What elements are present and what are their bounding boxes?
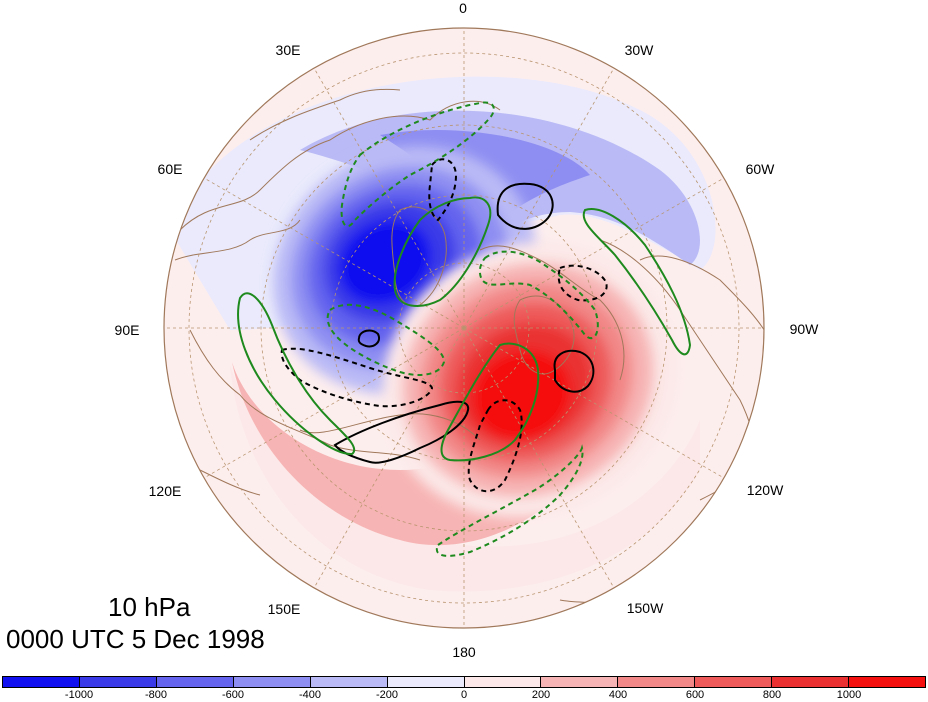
high-center bbox=[473, 349, 571, 441]
lon-label-30w: 30W bbox=[624, 42, 654, 58]
anomaly-shading bbox=[164, 28, 764, 628]
colorbar-box bbox=[387, 677, 465, 687]
lon-label-0: 0 bbox=[459, 0, 467, 16]
green-solid-contours bbox=[237, 196, 692, 462]
lon-label-30e: 30E bbox=[275, 42, 301, 58]
lon-label-180: 180 bbox=[452, 644, 476, 660]
colorbar-box bbox=[618, 677, 696, 687]
colorbar-box bbox=[3, 677, 80, 687]
colorbar-label: 200 bbox=[531, 689, 551, 701]
green-dashed-contours bbox=[326, 101, 599, 557]
lon-label-90w: 90W bbox=[789, 321, 819, 337]
lon-label-60e: 60E bbox=[157, 161, 183, 177]
map-level-title: 10 hPa bbox=[108, 592, 191, 622]
colorbar-label: 600 bbox=[685, 689, 705, 701]
colorbar-label: 1000 bbox=[836, 689, 862, 701]
colorbar-box bbox=[464, 677, 542, 687]
colorbar-label: -600 bbox=[221, 689, 245, 701]
colorbar bbox=[2, 676, 926, 688]
lon-label-120e: 120E bbox=[148, 483, 182, 499]
colorbar-box bbox=[156, 677, 234, 687]
colorbar-label: 800 bbox=[762, 689, 782, 701]
black-solid-contours bbox=[333, 182, 595, 464]
lon-label-120w: 120W bbox=[746, 482, 784, 498]
map-border bbox=[163, 27, 765, 629]
colorbar-label: -200 bbox=[375, 689, 399, 701]
colorbar-box bbox=[233, 677, 311, 687]
colorbar-box bbox=[79, 677, 157, 687]
colorbar-label: -400 bbox=[298, 689, 322, 701]
lon-label-150e: 150E bbox=[267, 601, 301, 617]
colorbar-label: -1000 bbox=[64, 689, 94, 701]
lon-label-150w: 150W bbox=[626, 600, 664, 616]
positive-anomaly-arc bbox=[230, 365, 700, 592]
colorbar-label: 400 bbox=[608, 689, 628, 701]
colorbar-label: -800 bbox=[144, 689, 168, 701]
meridians bbox=[164, 28, 764, 628]
colorbar-label: 0 bbox=[460, 689, 468, 701]
colorbar-box bbox=[849, 677, 926, 687]
colorbar-box bbox=[695, 677, 773, 687]
lon-label-90e: 90E bbox=[114, 322, 140, 338]
map-datetime-title: 0000 UTC 5 Dec 1998 bbox=[6, 624, 265, 654]
lon-label-60w: 60W bbox=[745, 161, 775, 177]
colorbar-box bbox=[541, 677, 619, 687]
colorbar-box bbox=[310, 677, 388, 687]
colorbar-box bbox=[772, 677, 850, 687]
